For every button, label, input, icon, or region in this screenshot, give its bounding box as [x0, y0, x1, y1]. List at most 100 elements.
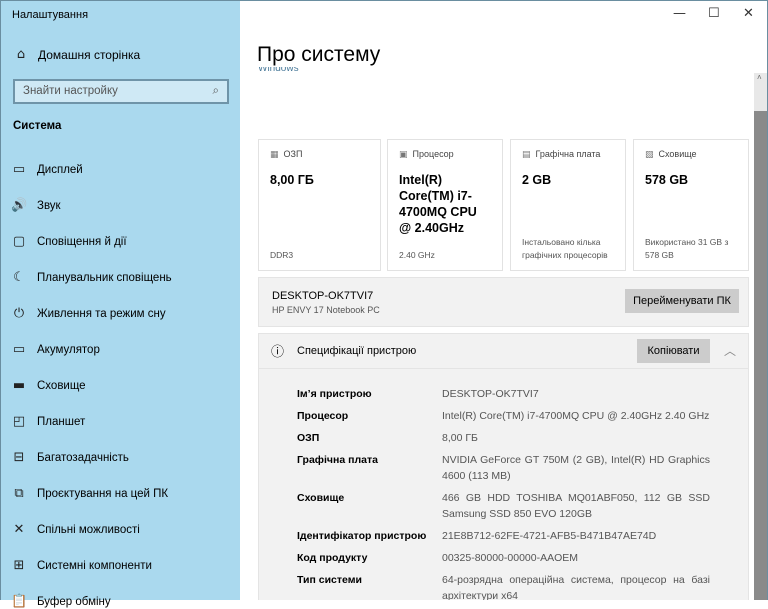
specs-body: [258, 369, 749, 600]
cpu-icon: ▣: [399, 150, 408, 160]
scrollbar-thumb[interactable]: [754, 111, 767, 600]
card-value: 578 GB: [645, 173, 689, 187]
card-value: Intel(R) Core(TM) i7-4700MQ CPU @ 2.40GH…: [399, 173, 477, 235]
chevron-up-icon[interactable]: ︿: [724, 344, 737, 358]
card-title: ОЗП: [283, 149, 303, 159]
spec-label: Графічна плата: [297, 454, 378, 466]
card-subtitle: Використано 31 GB з 578 GB: [645, 237, 729, 260]
spec-row: Ім’я пристрою DESKTOP-OK7TVI7: [297, 386, 717, 402]
power-icon: ⏻: [13, 306, 25, 321]
components-icon: ⊞: [13, 558, 25, 573]
sidebar: Налаштування ⌂ Домашня сторінка Знайти н…: [0, 0, 240, 609]
sidebar-item-label: Живлення та режим сну: [37, 307, 166, 320]
card-subtitle: Інстальовано кілька графічних процесорів: [522, 237, 608, 260]
spec-label: Тип системи: [297, 574, 362, 586]
card-title: Сховище: [658, 149, 697, 159]
display-icon: ▭: [12, 162, 26, 177]
sidebar-item-8[interactable]: ⊟ Багатозадачність: [11, 450, 129, 465]
sidebar-item-label: Системні компоненти: [37, 559, 152, 572]
sidebar-item-9[interactable]: ⧉ Проєктування на цей ПК: [11, 486, 168, 501]
sidebar-item-11[interactable]: ⊞ Системні компоненти: [11, 558, 152, 573]
spec-label: Код продукту: [297, 552, 368, 564]
card-subtitle: 2.40 GHz: [399, 250, 435, 260]
sidebar-item-0[interactable]: ▭ Дисплей: [11, 162, 83, 177]
sidebar-item-label: Сповіщення й дії: [37, 235, 127, 248]
spec-label: ОЗП: [297, 432, 320, 444]
projecting-icon: ⧉: [14, 486, 24, 501]
spec-card: ▣ Процесор Intel(R) Core(TM) i7-4700MQ CP…: [387, 139, 503, 271]
sidebar-item-label: Звук: [37, 199, 61, 212]
sidebar-home[interactable]: ⌂ Домашня сторінка: [13, 47, 140, 62]
card-subtitle: DDR3: [270, 250, 294, 260]
spec-value: 00325-80000-00000-AAOEM: [442, 552, 579, 564]
spec-row: Графічна плата NVIDIA GeForce GT 750M (2 …: [297, 452, 717, 484]
home-icon: ⌂: [16, 47, 26, 62]
sidebar-item-7[interactable]: ◰ Планшет: [11, 414, 85, 429]
search-icon[interactable]: ⌕: [212, 85, 219, 97]
sidebar-item-label: Планувальник сповіщень: [37, 271, 172, 284]
sidebar-item-3[interactable]: ☾ Планувальник сповіщень: [11, 270, 172, 285]
storage-icon: ▬: [12, 378, 26, 393]
copy-button[interactable]: Копіювати: [637, 339, 710, 363]
sidebar-item-label: Проєктування на цей ПК: [37, 487, 169, 500]
tablet-icon: ◰: [12, 414, 26, 429]
sidebar-item-label: Спільні можливості: [37, 523, 140, 536]
spec-value: 21E8B712-62FE-4721-AFB5-B471B47AE74D: [442, 530, 657, 542]
page-title: Про систему: [257, 43, 381, 66]
sidebar-item-label: Багатозадачність: [37, 451, 129, 464]
spec-label: Процесор: [297, 410, 349, 422]
maximize-button[interactable]: ☐: [708, 6, 720, 21]
spec-label: Ім’я пристрою: [297, 388, 372, 400]
spec-card: ▤ Графічна плата 2 GB Інстальовано кілька …: [510, 139, 626, 271]
ram-icon: ▦: [270, 150, 279, 160]
sidebar-item-label: Планшет: [37, 415, 86, 428]
battery-icon: ▭: [12, 342, 26, 357]
shared-icon: ✕: [13, 522, 25, 537]
search-input[interactable]: Знайти настройку ⌕: [13, 79, 229, 104]
sidebar-item-10[interactable]: ✕ Спільні можливості: [11, 522, 140, 537]
spec-value: 466 GB HDD TOSHIBA MQ01ABF050, 112 GB SS…: [442, 492, 710, 520]
specs-header[interactable]: ⓘ Специфікації пристрою Копіювати ︿: [258, 333, 749, 369]
card-title: Процесор: [412, 149, 454, 159]
pc-model: HP ENVY 17 Notebook PC: [272, 305, 380, 315]
spec-value: 64-розрядна операційна система, процесор…: [442, 574, 710, 600]
sidebar-item-1[interactable]: 🔊 Звук: [11, 198, 61, 213]
sidebar-item-label: Сховище: [37, 379, 86, 392]
spec-row: Процесор Intel(R) Core(TM) i7-4700MQ CPU …: [297, 408, 717, 424]
specs-title: Специфікації пристрою: [297, 345, 417, 357]
sidebar-item-5[interactable]: ▭ Акумулятор: [11, 342, 100, 357]
spec-card: ▦ ОЗП 8,00 ГБ DDR3: [258, 139, 381, 271]
home-label: Домашня сторінка: [38, 47, 141, 62]
sidebar-item-label: Буфер обміну: [37, 595, 111, 608]
notification-icon: ▢: [12, 234, 26, 249]
minimize-button[interactable]: —: [673, 6, 686, 21]
spec-row: ОЗП 8,00 ГБ: [297, 430, 717, 446]
spec-value: Intel(R) Core(TM) i7-4700MQ CPU @ 2.40GH…: [442, 410, 710, 422]
pc-name: DESKTOP-OK7TVI7: [272, 290, 374, 302]
close-button[interactable]: ✕: [743, 6, 754, 21]
search-placeholder: Знайти настройку: [23, 85, 118, 97]
sidebar-item-2[interactable]: ▢ Сповіщення й дії: [11, 234, 127, 249]
multitasking-icon: ⊟: [13, 450, 25, 465]
scroll-up-icon[interactable]: ˄: [757, 73, 762, 82]
sidebar-item-6[interactable]: ▬ Сховище: [11, 378, 86, 393]
card-value: 2 GB: [522, 173, 552, 187]
storage-icon: ▧: [645, 150, 654, 160]
sidebar-item-4[interactable]: ⏻ Живлення та режим сну: [11, 306, 166, 321]
spec-label: Ідентифікатор пристрою: [297, 530, 427, 542]
rename-pc-button[interactable]: Перейменувати ПК: [625, 289, 739, 313]
spec-row: Тип системи 64-розрядна операційна систем…: [297, 572, 717, 600]
spec-row: Ідентифікатор пристрою 21E8B712-62FE-4721…: [297, 528, 717, 544]
spec-row: Сховище 466 GB HDD TOSHIBA MQ01ABF050, 11…: [297, 490, 717, 522]
main-content: — ☐ ✕ Про систему Windows ▦ ОЗП 8,00 ГБ DD…: [240, 0, 768, 600]
spec-card: ▧ Сховище 578 GB Використано 31 GB з 578 G…: [633, 139, 749, 271]
sidebar-item-12[interactable]: 📋 Буфер обміну: [11, 594, 111, 609]
pc-name-panel: DESKTOP-OK7TVI7 HP ENVY 17 Notebook PC П…: [258, 277, 749, 327]
spec-row: Код продукту 00325-80000-00000-AAOEM: [297, 550, 717, 566]
windows-link-cut[interactable]: Windows: [258, 67, 299, 74]
card-title: Графічна плата: [535, 149, 601, 159]
sidebar-item-label: Акумулятор: [37, 343, 100, 356]
spec-value: DESKTOP-OK7TVI7: [442, 388, 539, 400]
card-value: 8,00 ГБ: [270, 173, 314, 187]
sidebar-item-label: Дисплей: [37, 163, 83, 176]
